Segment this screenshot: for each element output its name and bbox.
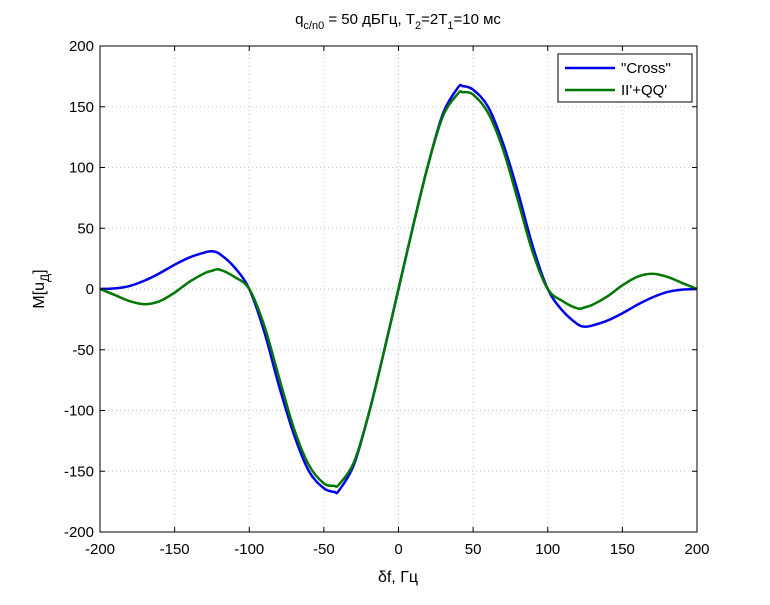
y-tick-label: 50 <box>77 220 94 237</box>
x-tick-label: 0 <box>394 541 402 558</box>
x-tick-label: 150 <box>610 541 635 558</box>
tick-layer: -200 -150 -100 -50 0 50 100 150 200 -200 -150 -100 -… <box>64 38 710 558</box>
x-axis-label: δf, Гц <box>378 569 418 586</box>
title-mid: = 50 дБГц, T <box>324 11 415 28</box>
series-line-iq <box>100 90 697 488</box>
y-tick-label: -100 <box>64 403 94 420</box>
title-prefix: q <box>295 11 303 28</box>
x-tick-label: -50 <box>313 541 335 558</box>
y-tick-label: -50 <box>72 342 94 359</box>
x-tick-label: -200 <box>85 541 115 558</box>
y-tick-label: -150 <box>64 463 94 480</box>
legend: "Cross" II'+QQ' <box>557 53 693 103</box>
y-axis-label: M[uД] <box>31 269 52 308</box>
legend-label-iq: II'+QQ' <box>621 82 667 99</box>
legend-label-cross: "Cross" <box>621 60 671 77</box>
y-tick-label: -200 <box>64 524 94 541</box>
x-tick-label: 100 <box>535 541 560 558</box>
y-label-sub: Д <box>38 274 52 282</box>
title-suffix: =10 мс <box>453 11 501 28</box>
title-t1-sub: 1 <box>447 20 453 32</box>
y-tick-label: 200 <box>69 38 94 55</box>
x-tick-label: -150 <box>160 541 190 558</box>
y-tick-label: 100 <box>69 160 94 177</box>
title-mid2: =2T <box>421 11 447 28</box>
y-tick-label: 150 <box>69 99 94 116</box>
x-tick-label: 200 <box>684 541 709 558</box>
y-label-close: ] <box>31 269 48 273</box>
series-layer <box>100 83 697 495</box>
legend-box <box>557 53 693 103</box>
x-tick-label: -100 <box>234 541 264 558</box>
x-tick-label: 50 <box>465 541 482 558</box>
chart-title: qc/n0 = 50 дБГц, T2=2T1=10 мс <box>295 11 501 32</box>
y-label-main: M[u <box>31 282 48 309</box>
title-prefix-sub: c/n0 <box>303 20 324 32</box>
title-t2-sub: 2 <box>415 20 421 32</box>
y-tick-label: 0 <box>86 281 94 298</box>
